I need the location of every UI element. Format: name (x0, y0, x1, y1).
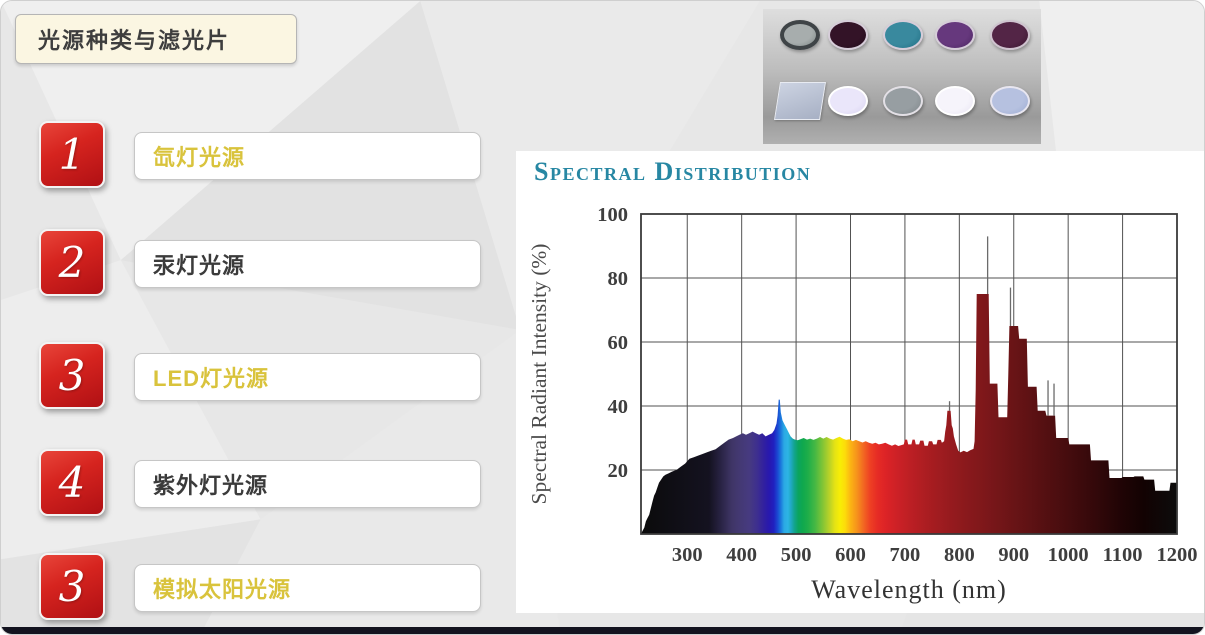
y-axis-label: Spectral Radiant Intensity (%) (527, 244, 551, 505)
chart-panel: 300 400 500 600 700 800 900 1000 1100 1200 20 40 60 8… (516, 151, 1204, 613)
x-axis-label: Wavelength (nm) (811, 575, 1007, 604)
x-tick-label: 400 (726, 544, 757, 566)
x-tick-label: 800 (944, 544, 975, 566)
x-tick-label: 600 (835, 544, 866, 566)
pale-lavender-filter (828, 86, 868, 116)
y-tick-label: 40 (608, 396, 629, 418)
item-number-badge: 2 (39, 229, 105, 296)
list-item: 3 模拟太阳光源 (1, 553, 501, 623)
x-tick-label: 700 (890, 544, 921, 566)
item-label-box: 汞灯光源 (134, 240, 481, 288)
item-number: 1 (58, 129, 86, 179)
item-number: 3 (58, 561, 86, 611)
bottom-bar (1, 627, 1204, 634)
item-label-box: 紫外灯光源 (134, 460, 481, 508)
purple-filter (935, 20, 975, 50)
y-tick-label: 20 (608, 460, 629, 482)
y-tick-label: 60 (608, 332, 629, 354)
item-label-box: 模拟太阳光源 (134, 564, 481, 612)
title-box: 光源种类与滤光片 (15, 14, 297, 64)
nd-filter-lens (780, 20, 820, 50)
list-item: 4 紫外灯光源 (1, 449, 501, 519)
x-tick-label: 1000 (1048, 544, 1089, 566)
x-tick-label: 500 (781, 544, 812, 566)
page-title: 光源种类与滤光片 (38, 28, 231, 53)
item-number-badge: 1 (39, 121, 105, 188)
spectrum-area (641, 294, 1177, 534)
y-tick-label: 80 (608, 268, 629, 290)
item-number-badge: 3 (39, 342, 105, 409)
y-tick-label: 100 (597, 204, 628, 226)
item-label-box: 氙灯光源 (134, 132, 481, 180)
x-tick-label: 1200 (1157, 544, 1198, 566)
item-label: 汞灯光源 (153, 253, 246, 278)
item-number: 2 (58, 237, 86, 287)
plot-border (640, 213, 1178, 535)
plum-filter (990, 20, 1030, 50)
chart-title: Spectral Distribution (534, 157, 812, 186)
glass-plate (773, 82, 827, 120)
list-item: 1 氙灯光源 (1, 121, 501, 191)
list-item: 2 汞灯光源 (1, 229, 501, 299)
item-label: 紫外灯光源 (153, 473, 269, 498)
x-tick-label: 900 (998, 544, 1029, 566)
item-number: 4 (58, 457, 86, 507)
item-label-box: LED灯光源 (134, 353, 481, 401)
x-tick-label: 300 (672, 544, 703, 566)
spectral-chart: 300 400 500 600 700 800 900 1000 1100 1200 20 40 60 8… (527, 204, 1198, 604)
x-tick-label: 1100 (1103, 544, 1143, 566)
item-number-badge: 4 (39, 449, 105, 516)
periwinkle-filter (990, 86, 1030, 116)
list-item: 3 LED灯光源 (1, 342, 501, 412)
item-label: 氙灯光源 (153, 145, 246, 170)
gray-filter (883, 86, 923, 116)
filters-photo (763, 9, 1041, 144)
white-filter (935, 86, 975, 116)
item-number-badge: 3 (39, 553, 105, 620)
item-label: 模拟太阳光源 (153, 577, 292, 602)
item-label: LED灯光源 (153, 366, 270, 391)
teal-filter (883, 20, 923, 50)
item-number: 3 (58, 350, 86, 400)
dark-magenta-filter (828, 20, 868, 50)
